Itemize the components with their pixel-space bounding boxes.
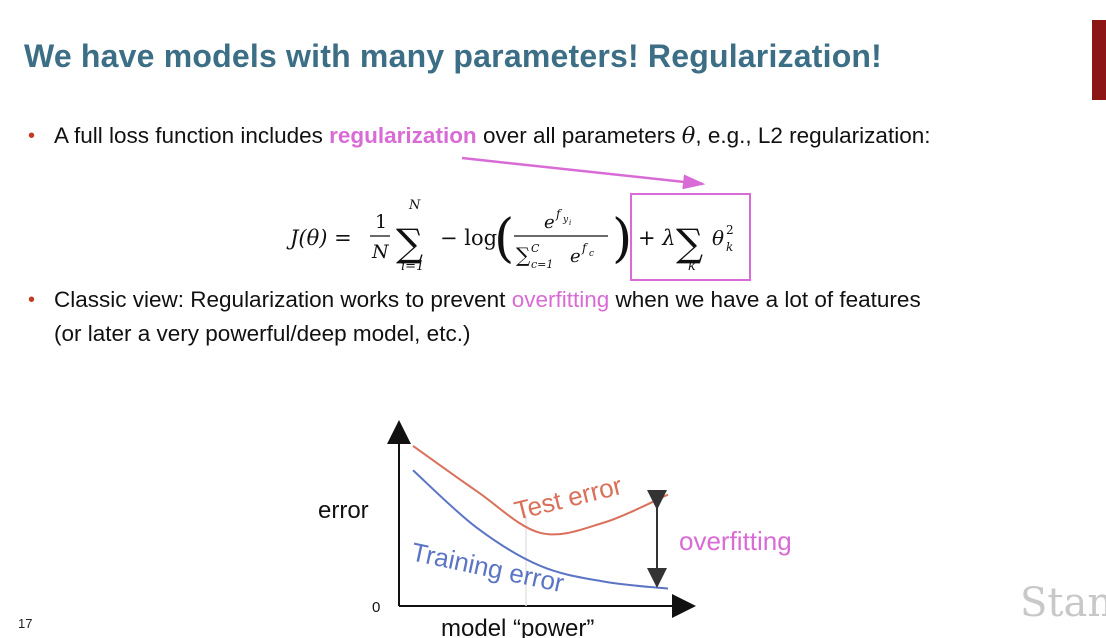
formula-plus-lambda: + λ: [638, 226, 676, 250]
regularization-highlight: regularization: [329, 123, 477, 148]
bullet-2-line-1: Classic view: Regularization works to pr…: [54, 283, 921, 317]
university-logo-text: Stan: [1020, 580, 1106, 626]
regularization-term-highlight-box: [630, 193, 751, 281]
bullet-1-after-b: , e.g., L2 regularization:: [695, 123, 931, 148]
formula-neg-log: − log: [440, 226, 497, 250]
formula-reg-sum-symbol: ∑: [676, 221, 703, 265]
slide-number: 17: [18, 616, 33, 631]
formula-left-paren: (: [494, 209, 514, 269]
formula-sum-symbol: ∑: [396, 221, 423, 265]
highlight-arrow: [461, 156, 706, 190]
formula-reg-sub: k: [726, 240, 733, 254]
formula-reg-theta: θ: [712, 226, 724, 250]
bullet-1-text: A full loss function includes regulariza…: [54, 119, 930, 153]
overfitting-annotation: overfitting: [679, 526, 792, 556]
y-axis-label: error: [318, 497, 369, 524]
bullet-2-after: when we have a lot of features: [609, 287, 921, 312]
error-chart: error 0 model “power” Test error Trainin…: [318, 420, 792, 638]
formula-inner-den-bottom: c=1: [531, 258, 553, 271]
formula-inner-num: e: [544, 212, 555, 233]
training-error-curve: [412, 469, 669, 590]
slide-title: We have models with many parameters! Reg…: [24, 38, 883, 74]
y-zero-label: 0: [372, 599, 380, 616]
training-error-label: Training error: [409, 537, 567, 599]
x-axis-label: model “power”: [441, 615, 594, 638]
bullet-dot-icon: •: [28, 289, 36, 311]
loss-formula: J(θ) = 1 N N ∑ i=1 − log ( e f y i ∑ C c…: [286, 198, 734, 274]
formula-frac-den: N: [371, 241, 390, 263]
formula-inner-num-subsub: y: [562, 215, 569, 225]
bullet-2-before: Classic view: Regularization works to pr…: [54, 287, 512, 312]
formula-lhs: J(θ) =: [286, 226, 352, 250]
formula-reg-sup: 2: [726, 223, 734, 237]
test-error-curve: [412, 445, 669, 536]
brand-accent-bar: [1092, 20, 1106, 100]
overfitting-highlight: overfitting: [511, 287, 610, 312]
bullet-1-after-a: over all parameters: [476, 123, 682, 148]
formula-inner-den-top: C: [531, 242, 540, 255]
formula-inner-den-sum: ∑: [516, 243, 531, 267]
formula-inner-den-subsub: c: [589, 249, 594, 259]
formula-inner-num-subsubsub: i: [569, 219, 571, 227]
formula-right-paren: ): [612, 209, 632, 269]
formula-inner-den-sup: f: [581, 241, 589, 255]
formula-reg-sum-bottom: k: [688, 259, 696, 274]
formula-sum-bottom: i=1: [401, 259, 424, 274]
bullet-2-line-2: (or later a very powerful/deep model, et…: [54, 321, 471, 346]
bullet-1-before: A full loss function includes: [54, 123, 330, 148]
theta-symbol: θ: [681, 123, 696, 149]
formula-sum-top: N: [408, 198, 421, 213]
formula-inner-num-sup: f: [555, 207, 563, 221]
formula-inner-den-e: e: [570, 246, 581, 267]
bullet-dot-icon: •: [28, 125, 36, 147]
formula-frac-num: 1: [375, 211, 387, 233]
test-error-label: Test error: [511, 470, 625, 526]
